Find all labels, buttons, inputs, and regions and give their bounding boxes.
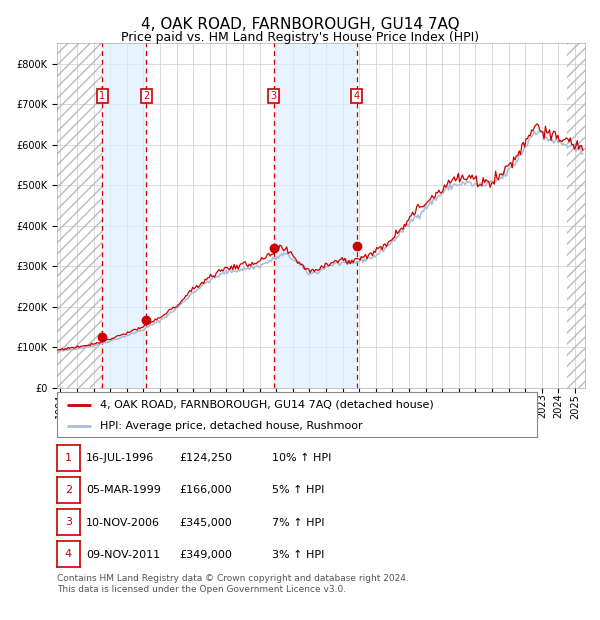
Text: 4: 4	[65, 549, 72, 559]
Text: £166,000: £166,000	[179, 485, 232, 495]
Text: 1: 1	[65, 453, 72, 463]
Text: 2: 2	[143, 91, 149, 101]
Text: Contains HM Land Registry data © Crown copyright and database right 2024.
This d: Contains HM Land Registry data © Crown c…	[57, 574, 409, 593]
Bar	[57, 43, 103, 388]
Text: 3% ↑ HPI: 3% ↑ HPI	[272, 550, 324, 560]
Text: £345,000: £345,000	[179, 518, 232, 528]
Bar	[567, 43, 585, 388]
Text: 2: 2	[65, 485, 72, 495]
Text: 5% ↑ HPI: 5% ↑ HPI	[272, 485, 324, 495]
Text: 4, OAK ROAD, FARNBOROUGH, GU14 7AQ (detached house): 4, OAK ROAD, FARNBOROUGH, GU14 7AQ (deta…	[100, 400, 434, 410]
Text: 10-NOV-2006: 10-NOV-2006	[86, 518, 160, 528]
Text: £124,250: £124,250	[179, 453, 232, 463]
Text: 1: 1	[100, 91, 106, 101]
Text: 3: 3	[271, 91, 277, 101]
Text: 4: 4	[354, 91, 360, 101]
Text: 3: 3	[65, 517, 72, 527]
Text: 4, OAK ROAD, FARNBOROUGH, GU14 7AQ: 4, OAK ROAD, FARNBOROUGH, GU14 7AQ	[140, 17, 460, 32]
Text: 16-JUL-1996: 16-JUL-1996	[86, 453, 154, 463]
Text: Price paid vs. HM Land Registry's House Price Index (HPI): Price paid vs. HM Land Registry's House …	[121, 31, 479, 44]
Text: HPI: Average price, detached house, Rushmoor: HPI: Average price, detached house, Rush…	[100, 421, 363, 431]
Bar	[274, 43, 357, 388]
Text: 09-NOV-2011: 09-NOV-2011	[86, 550, 160, 560]
Text: 05-MAR-1999: 05-MAR-1999	[86, 485, 161, 495]
Bar	[103, 43, 146, 388]
Text: £349,000: £349,000	[179, 550, 232, 560]
Text: 7% ↑ HPI: 7% ↑ HPI	[272, 518, 325, 528]
Text: 10% ↑ HPI: 10% ↑ HPI	[272, 453, 331, 463]
